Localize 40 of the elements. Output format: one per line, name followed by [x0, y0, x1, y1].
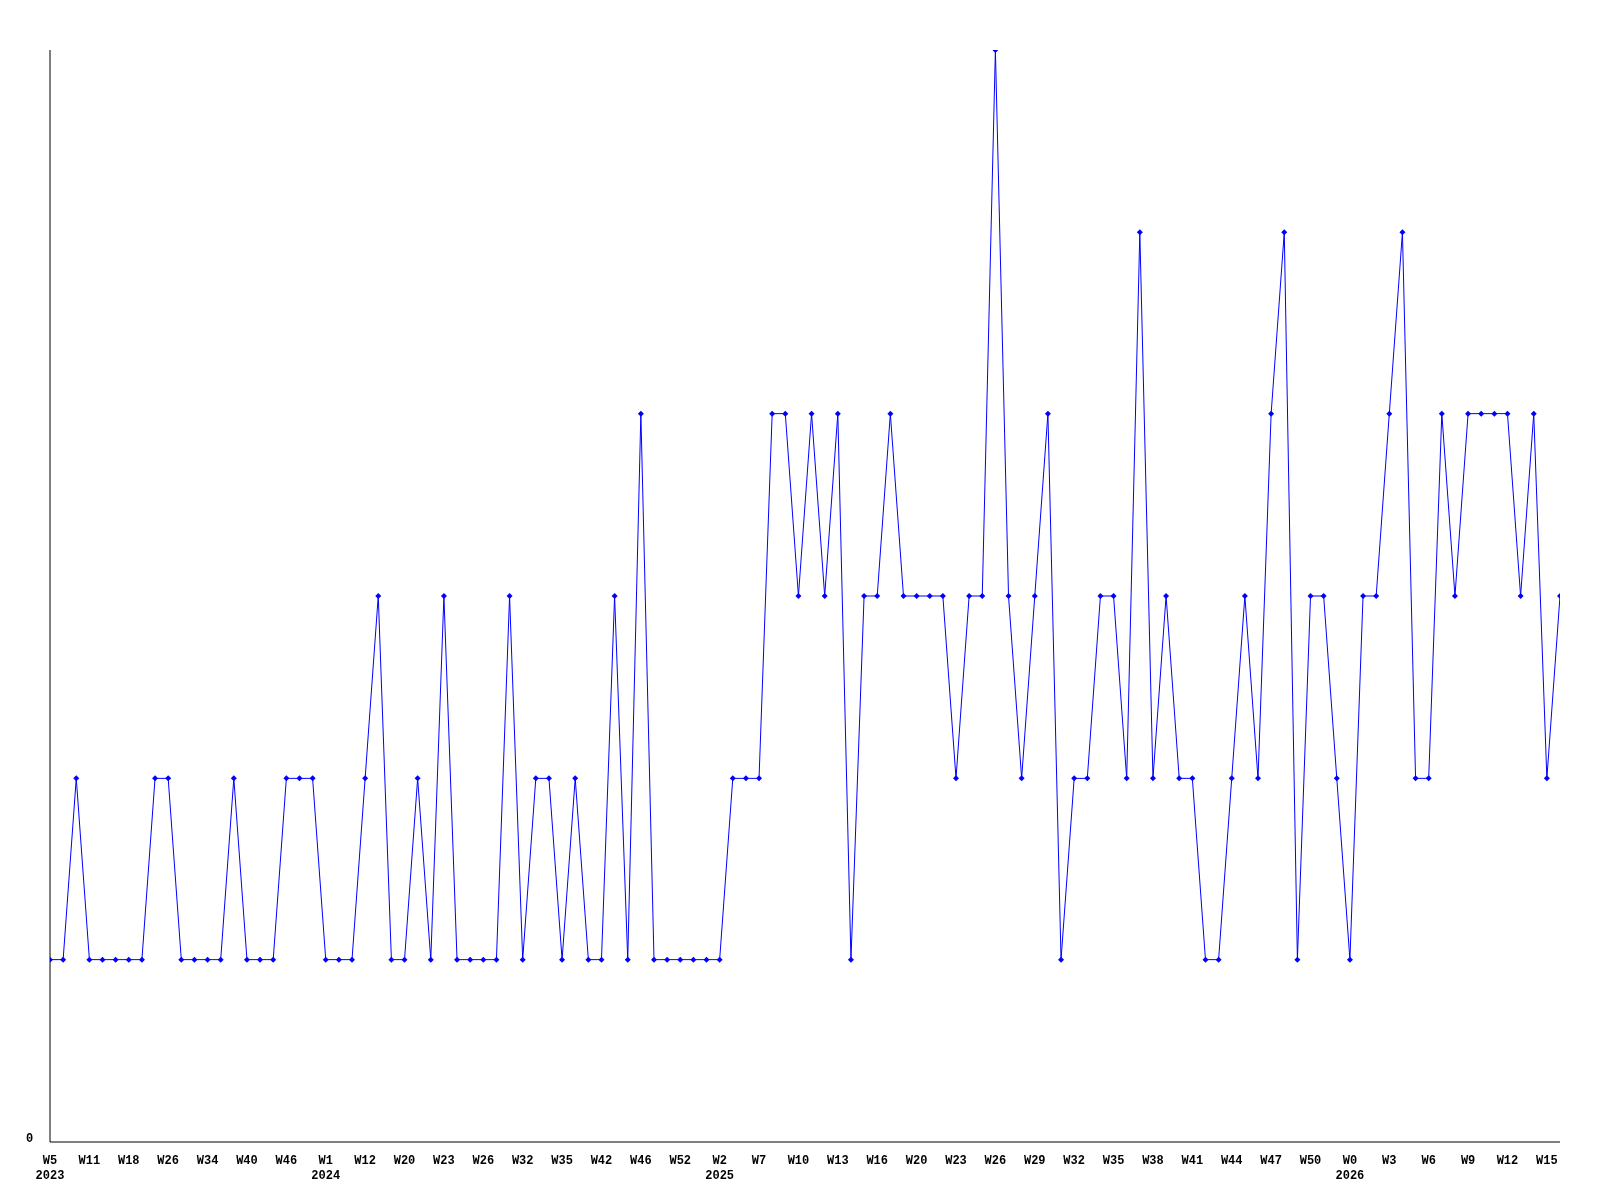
x-tick-label: W47	[1260, 1154, 1282, 1168]
x-tick-label: W34	[196, 1154, 219, 1168]
x-tick-label: W42	[590, 1154, 613, 1168]
x-tick-label: W5 2023	[35, 1154, 65, 1183]
x-tick-label: W23	[945, 1154, 967, 1168]
x-tick-label: W10	[787, 1154, 810, 1168]
x-tick-label: W46	[630, 1154, 652, 1168]
text: 0	[26, 1132, 34, 1146]
x-tick-label: W32	[511, 1154, 534, 1168]
x-tick-label: W2 2025	[705, 1154, 735, 1183]
x-tick-label: W11	[78, 1154, 101, 1168]
x-tick-label: W46	[275, 1154, 298, 1168]
x-tick-label: W6	[1421, 1154, 1436, 1168]
x-tick-label: W32	[1063, 1154, 1085, 1168]
x-tick-label: W44	[1220, 1154, 1243, 1168]
x-tick-label: W18	[117, 1154, 140, 1168]
x-tick-label: W26	[157, 1154, 179, 1168]
x-tick-label: W16	[866, 1154, 889, 1168]
x-tick-label: W7	[751, 1154, 767, 1168]
x-tick-label: W38	[1142, 1154, 1164, 1168]
x-tick-label: W26	[984, 1154, 1007, 1168]
x-tick-label: W12	[354, 1154, 376, 1168]
x-tick-label: W1 2024	[311, 1154, 341, 1183]
x-tick-label: W3	[1382, 1154, 1397, 1168]
x-tick-label: W29	[1023, 1154, 1046, 1168]
x-tick-label: W35	[1102, 1154, 1125, 1168]
x-tick-label: W41	[1181, 1154, 1204, 1168]
x-tick-label: W20	[393, 1154, 416, 1168]
x-tick-label: W52	[669, 1154, 692, 1168]
x-tick-label: W12	[1496, 1154, 1519, 1168]
x-tick-label: W35	[551, 1154, 573, 1168]
x-tick-label: W9	[1460, 1154, 1476, 1168]
x-tick-label: W50	[1299, 1154, 1322, 1168]
x-tick-label: W0 2026	[1335, 1154, 1365, 1183]
x-tick-label: W26	[472, 1154, 495, 1168]
x-tick-label: W20	[905, 1154, 928, 1168]
x-tick-label: W23	[433, 1154, 455, 1168]
x-tick-label: W15	[1536, 1154, 1558, 1168]
x-tick-label: W40	[236, 1154, 258, 1168]
x-tick-label: W13	[827, 1154, 849, 1168]
